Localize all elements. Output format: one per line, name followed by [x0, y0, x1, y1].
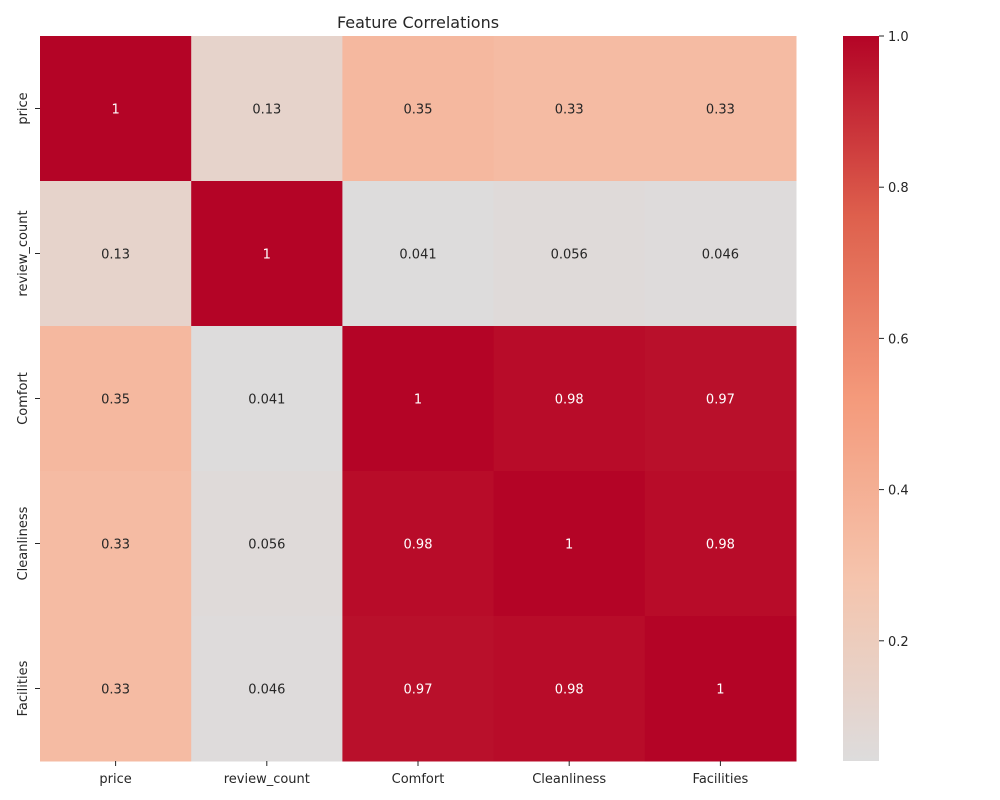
- y-tick-label: Facilities: [16, 660, 31, 716]
- heatmap-cell: [40, 36, 192, 182]
- heatmap-cell: [342, 181, 495, 327]
- cell-value-label: 0.97: [706, 393, 735, 408]
- cell-value-label: 1: [414, 393, 422, 408]
- cell-value-label: 0.33: [101, 683, 130, 698]
- heatmap-cell: [493, 471, 646, 617]
- x-tick-label: Cleanliness: [532, 772, 606, 787]
- y-tick-label: Cleanliness: [16, 506, 31, 580]
- heatmap-cell: [40, 181, 192, 327]
- heatmap-cell: [493, 326, 646, 472]
- heatmap-cell: [191, 616, 343, 762]
- chart-title: Feature Correlations: [337, 13, 499, 32]
- heatmap-cell: [644, 181, 797, 327]
- y-tick-label: Comfort: [16, 372, 31, 425]
- cell-value-label: 0.33: [101, 538, 130, 553]
- cell-value-label: 0.33: [706, 103, 735, 118]
- heatmap-cell: [342, 36, 495, 182]
- x-tick-label: price: [99, 772, 131, 787]
- heatmap-cell: [644, 326, 797, 472]
- cell-value-label: 0.98: [555, 393, 584, 408]
- colorbar-tick-label: 0.8: [888, 181, 909, 196]
- cell-value-label: 1: [263, 248, 271, 263]
- heatmap-cell: [493, 616, 646, 762]
- heatmap-cell: [191, 471, 343, 617]
- x-tick-label: review_count: [224, 772, 310, 787]
- cell-value-label: 0.98: [706, 538, 735, 553]
- cell-value-label: 0.041: [399, 248, 436, 263]
- heatmap-cell: [644, 616, 797, 762]
- x-tick-label: Comfort: [392, 772, 445, 787]
- y-tick-label: price: [16, 92, 31, 124]
- cell-value-label: 0.041: [248, 393, 285, 408]
- y-axis: price review_count Comfort Cleanliness Facil…: [16, 92, 40, 716]
- heatmap-cell: [644, 471, 797, 617]
- cell-value-label: 0.35: [404, 103, 433, 118]
- cell-value-label: 0.13: [252, 103, 281, 118]
- colorbar-tick-label: 1.0: [888, 30, 909, 45]
- heatmap-cell: [342, 471, 495, 617]
- heatmap-cell: [342, 326, 495, 472]
- colorbar-tick-label: 0.4: [888, 484, 909, 499]
- heatmap-cell: [40, 471, 192, 617]
- cell-value-label: 0.046: [248, 683, 285, 698]
- x-tick-label: Facilities: [693, 772, 749, 787]
- cell-value-label: 0.98: [555, 683, 584, 698]
- cell-value-label: 1: [565, 538, 573, 553]
- cell-value-label: 0.97: [404, 683, 433, 698]
- heatmap-cell: [493, 36, 646, 182]
- cell-value-label: 0.056: [551, 248, 588, 263]
- heatmap-cell: [40, 616, 192, 762]
- cell-value-label: 0.056: [248, 538, 285, 553]
- cell-value-label: 0.046: [702, 248, 739, 263]
- heatmap-cell: [40, 326, 192, 472]
- cell-value-label: 1: [111, 103, 119, 118]
- cell-value-label: 0.98: [404, 538, 433, 553]
- cell-value-label: 0.33: [555, 103, 584, 118]
- colorbar: 0.2 0.4 0.6 0.8 1.0: [843, 30, 909, 761]
- colorbar-tick-label: 0.6: [888, 332, 909, 347]
- cell-value-label: 0.35: [101, 393, 130, 408]
- y-tick-label: review_count: [16, 210, 31, 296]
- colorbar-tick-label: 0.2: [888, 635, 909, 650]
- heatmap-cell: [191, 326, 343, 472]
- heatmap-cell: [342, 616, 495, 762]
- heatmap-cell: [493, 181, 646, 327]
- heatmap-cell: [191, 181, 343, 327]
- heatmap-cells: 1 0.13 0.35 0.33 0.33 0.13 1 0.041 0.056 0.046 0.3…: [40, 36, 797, 762]
- heatmap-cell: [191, 36, 343, 182]
- cell-value-label: 1: [716, 683, 724, 698]
- colorbar-gradient: [843, 36, 879, 761]
- x-axis: price review_count Comfort Cleanliness Facil…: [99, 761, 748, 787]
- heatmap-cell: [644, 36, 797, 182]
- cell-value-label: 0.13: [101, 248, 130, 263]
